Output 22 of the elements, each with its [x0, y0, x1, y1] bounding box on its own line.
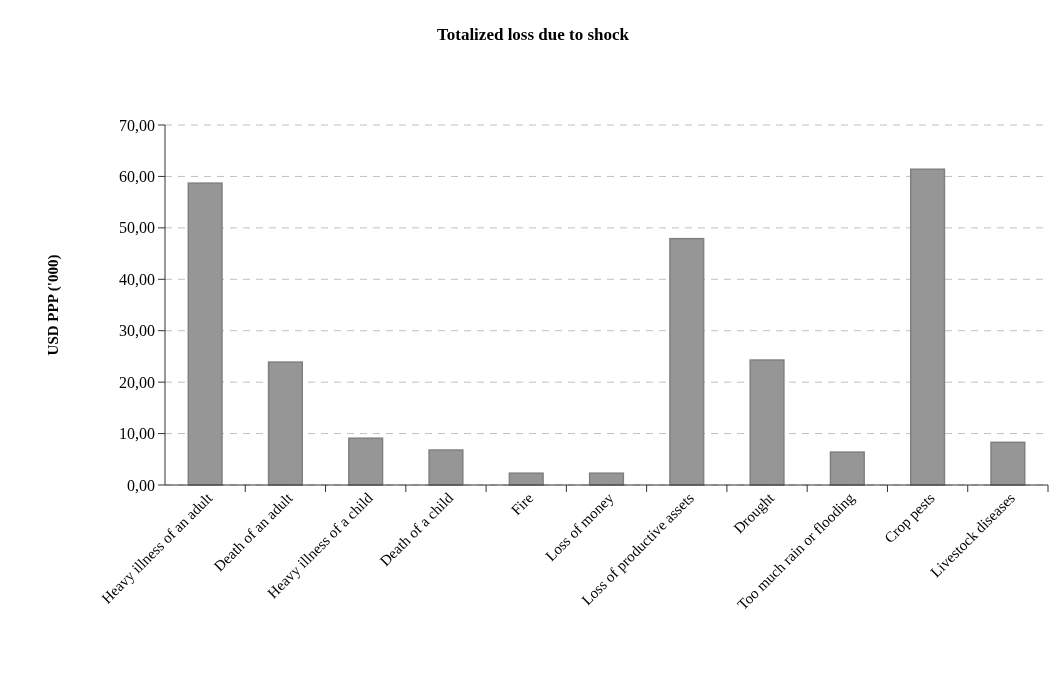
y-tick-label: 10,00: [119, 425, 155, 443]
bar: [588, 472, 625, 486]
y-tick-label: 70,00: [119, 116, 155, 134]
bar: [909, 168, 946, 486]
bar: [428, 449, 464, 486]
bar: [348, 437, 384, 486]
bar: [990, 441, 1026, 486]
bar: [267, 361, 304, 486]
y-tick-label: 20,00: [119, 373, 155, 391]
y-tick-label: 40,00: [119, 270, 155, 288]
y-tick-label: 0,00: [127, 476, 155, 494]
bar: [749, 359, 785, 486]
x-tick-label: Fire: [507, 489, 537, 519]
bar: [187, 182, 223, 486]
bar: [508, 472, 544, 486]
bar: [829, 451, 865, 486]
chart-title: Totalized loss due to shock: [436, 25, 630, 44]
y-axis-title: USD PPP ('000): [45, 254, 62, 356]
y-tick-label: 50,00: [119, 219, 155, 237]
y-tick-label: 60,00: [119, 168, 155, 186]
y-tick-label: 30,00: [119, 322, 155, 340]
bar: [669, 237, 705, 486]
